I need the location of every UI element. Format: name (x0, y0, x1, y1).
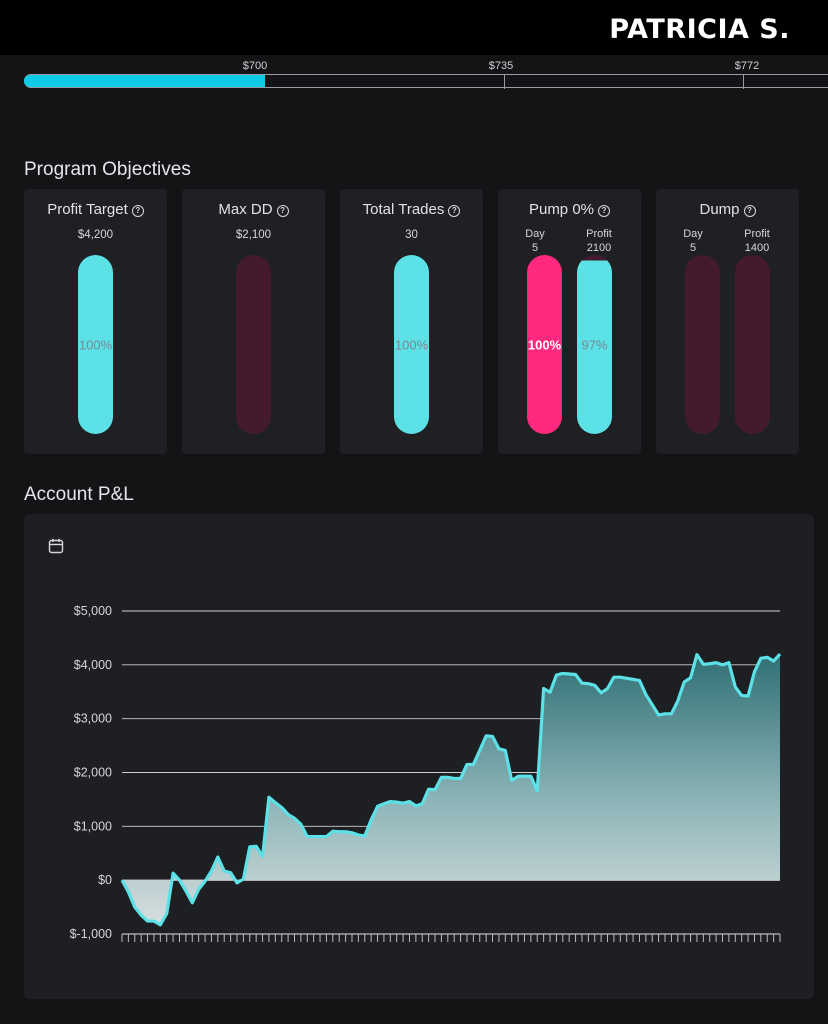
progress-pill: 100% (394, 255, 429, 434)
progress-tick (743, 75, 744, 89)
day-value: 5 (689, 242, 697, 254)
y-tick-label: $5,000 (74, 604, 112, 618)
y-tick-label: $4,000 (74, 658, 112, 672)
y-tick-label: $0 (98, 873, 112, 887)
progress-pill-profit (735, 255, 770, 434)
card-title: Total Trades (362, 201, 445, 218)
help-icon[interactable]: ? (131, 205, 144, 217)
progress-bar: $700 $735 $772 (24, 58, 828, 92)
card-title: Dump (699, 201, 740, 218)
progress-pill-profit: 97% (577, 255, 612, 434)
help-icon[interactable]: ? (448, 205, 461, 217)
card-title: Profit Target (47, 201, 128, 218)
help-icon[interactable]: ? (743, 205, 756, 217)
day-value: 5 (531, 242, 539, 254)
help-icon[interactable]: ? (598, 205, 611, 217)
pnl-chart: $5,000 $4,000 $3,000 $2,000 $1,000 $0 $-1,000 (70, 604, 782, 942)
pill-label: 100% (527, 337, 562, 352)
profit-label: Profit (744, 228, 770, 240)
pnl-line (120, 652, 782, 927)
profit-value: 1400 (744, 242, 770, 254)
card-value: 30 (405, 229, 418, 241)
card-value: $2,100 (235, 229, 272, 241)
card-title: Max DD (218, 201, 273, 218)
day-label: Day (525, 228, 545, 240)
user-name: PATRICIA S. (609, 14, 790, 45)
pnl-chart-card: $5,000 $4,000 $3,000 $2,000 $1,000 $0 $-1,000 (24, 514, 814, 999)
objective-card-total-trades: Total Trades? 30 100% (340, 189, 483, 454)
objective-card-dump: Dump? Day 5 Profit 1400 (656, 189, 799, 454)
progress-pill-day: 100% (527, 255, 562, 434)
profit-label: Profit (586, 228, 612, 240)
objective-card-max-dd: Max DD? $2,100 (182, 189, 325, 454)
progress-pill: 100% (78, 255, 113, 434)
progress-tick-label: $700 (242, 60, 268, 72)
profit-value: 2100 (586, 242, 612, 254)
account-pnl-title: Account P&L (24, 484, 134, 505)
progress-tick-label: $772 (734, 60, 760, 72)
objective-card-profit-target: Profit Target? $4,200 100% (24, 189, 167, 454)
top-bar: PATRICIA S. (0, 0, 828, 55)
progress-tick-label: $735 (488, 60, 514, 72)
progress-pill (236, 255, 271, 434)
card-title: Pump 0% (528, 201, 595, 218)
pill-label: 100% (78, 337, 113, 352)
pill-label: 100% (394, 337, 429, 352)
progress-pill-day (685, 255, 720, 434)
calendar-icon[interactable] (48, 538, 64, 554)
y-tick-label: $2,000 (74, 766, 112, 780)
y-tick-label: $-1,000 (70, 927, 112, 941)
progress-fill (24, 75, 265, 87)
progress-tick (504, 75, 505, 89)
program-objectives-title: Program Objectives (24, 159, 191, 180)
y-tick-label: $1,000 (74, 819, 112, 833)
card-value: $4,200 (77, 229, 114, 241)
y-tick-label: $3,000 (74, 712, 112, 726)
help-icon[interactable]: ? (276, 205, 289, 217)
objective-card-pump: Pump 0%? Day 5 Profit 2100 100% 97% (498, 189, 641, 454)
pnl-area (122, 654, 780, 925)
pill-label: 97% (581, 337, 608, 352)
day-label: Day (683, 228, 703, 240)
